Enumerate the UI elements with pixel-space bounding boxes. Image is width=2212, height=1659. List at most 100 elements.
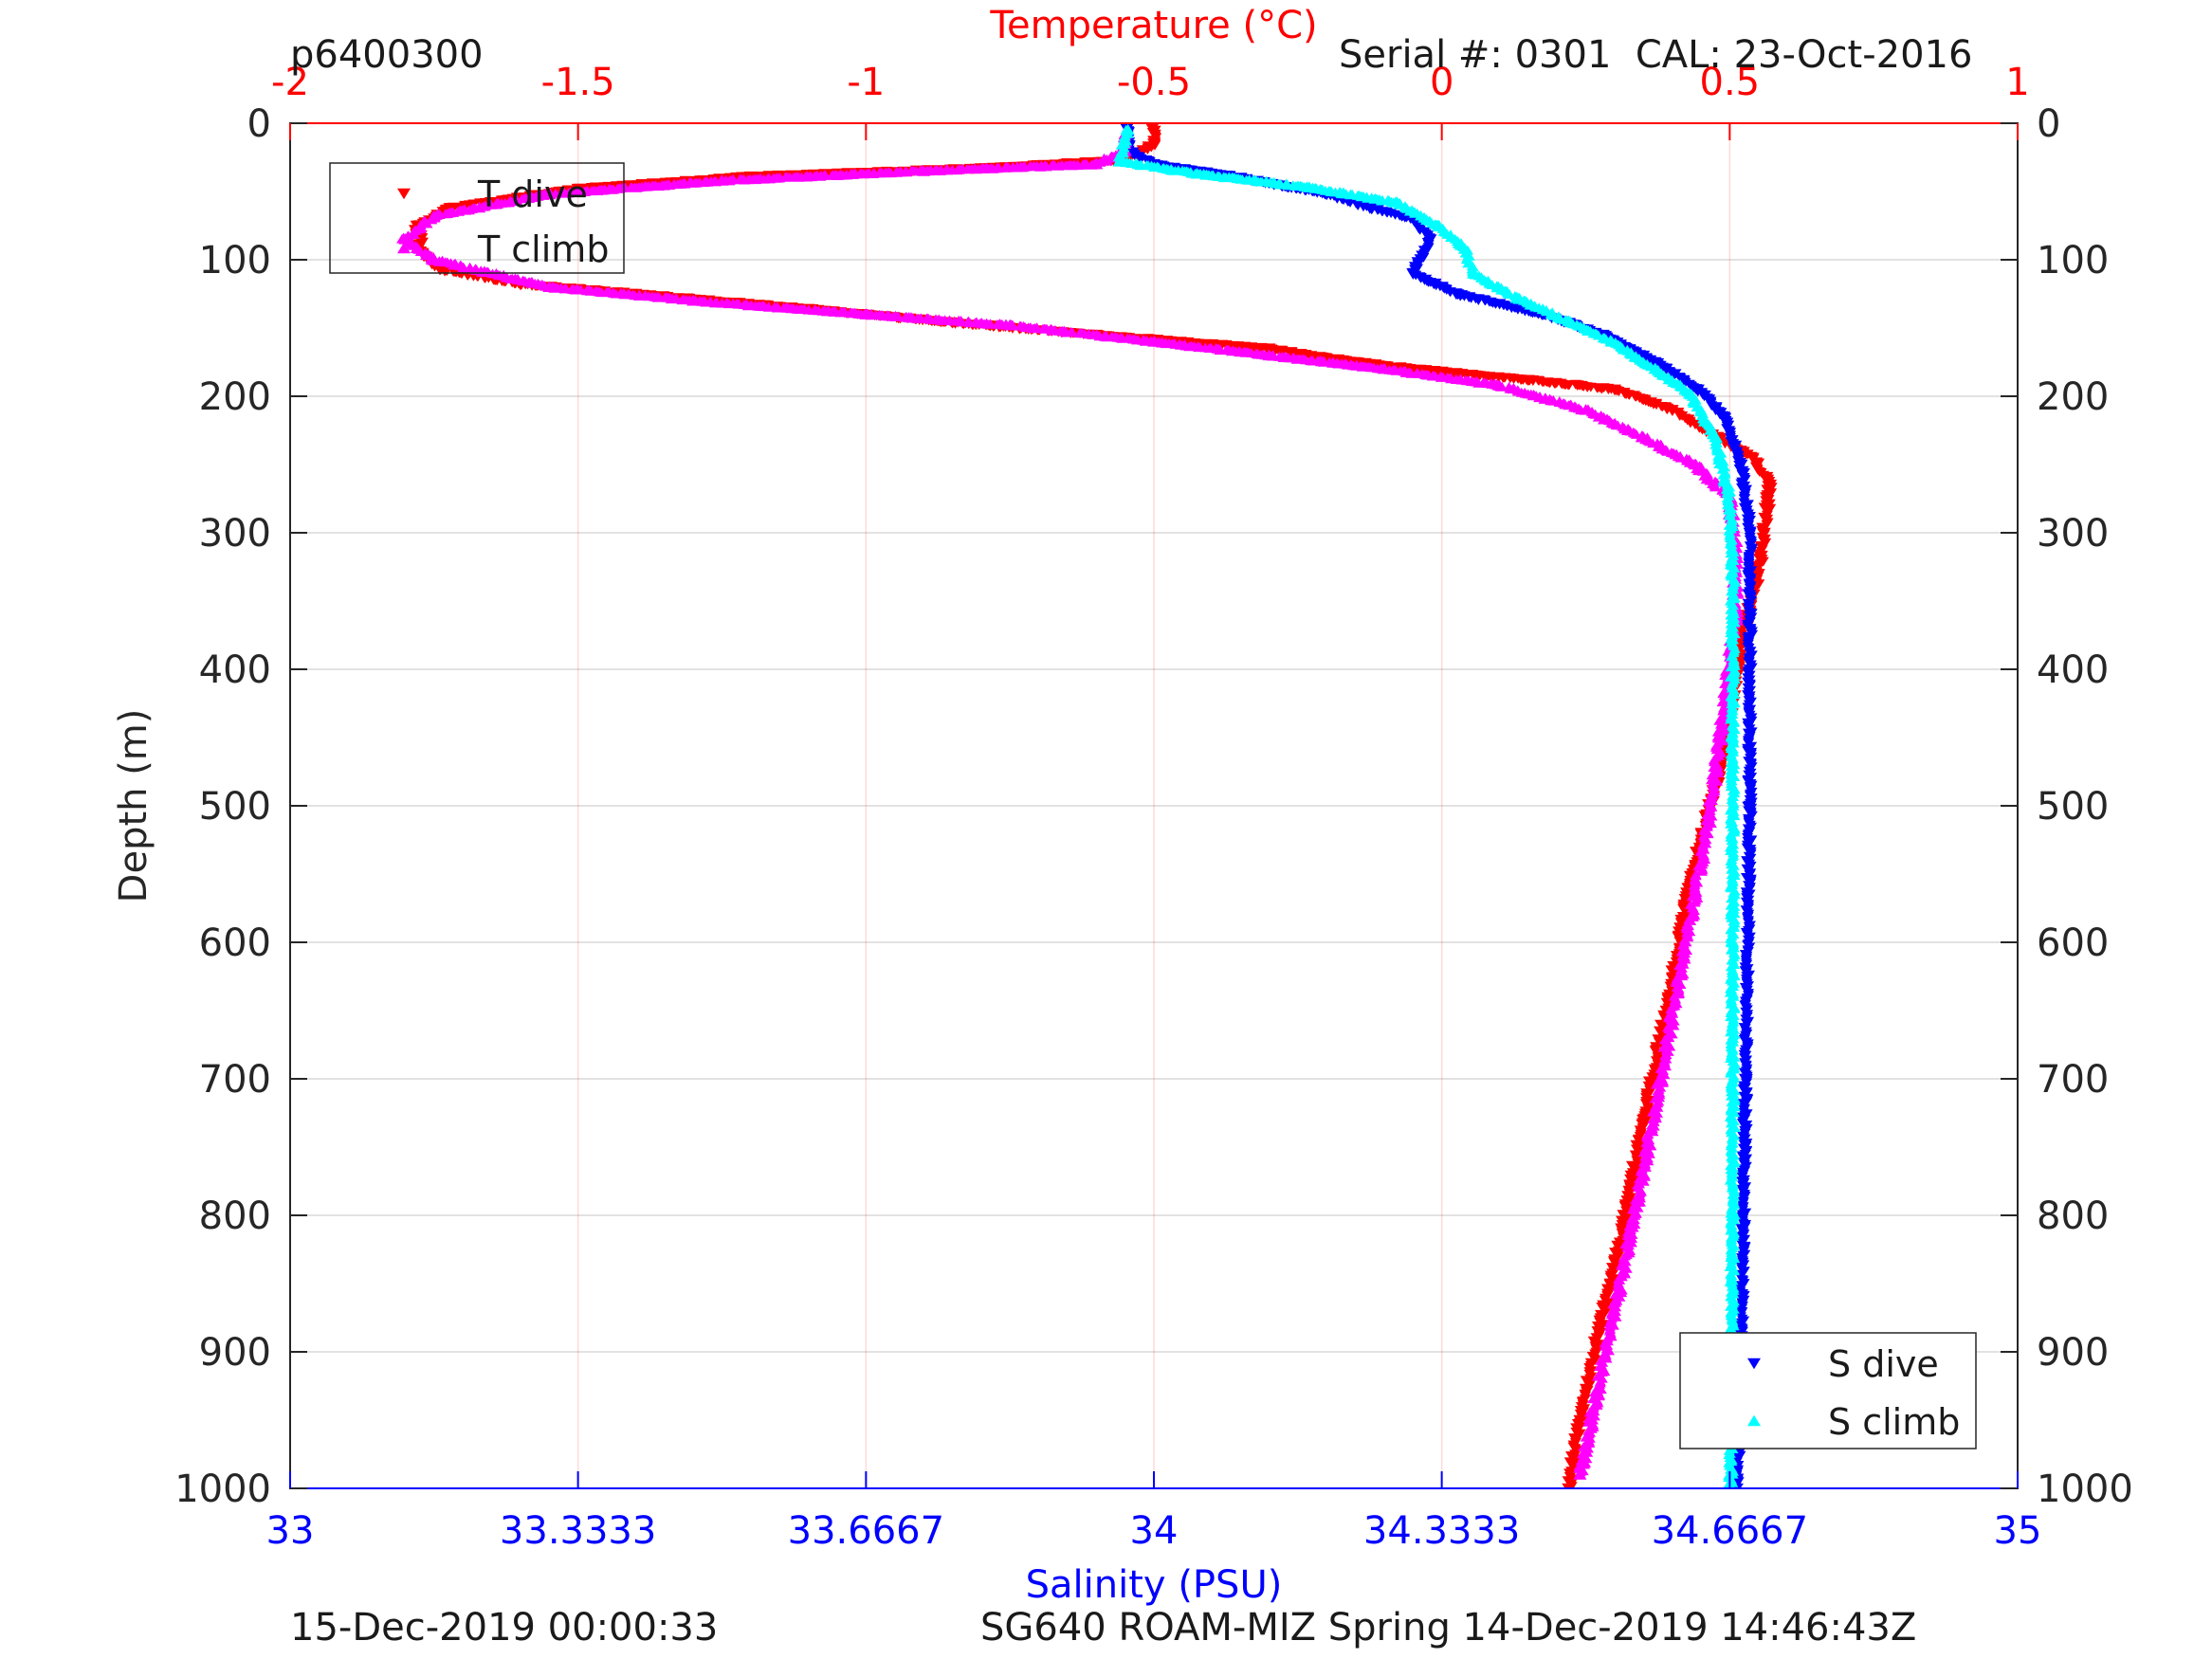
depth-tick-label-right: 300 [2037,512,2109,556]
data-point [1604,336,1618,347]
depth-tick-label-right: 1000 [2037,1468,2133,1511]
temperature-tick-label: 1 [2005,61,2029,104]
legend-box [329,162,625,274]
data-point [1743,800,1757,812]
data-point [1423,234,1437,246]
depth-tick-label-left: 600 [199,921,271,965]
data-point [1458,243,1472,254]
data-point [1432,219,1446,231]
legend-box [1679,1332,1977,1449]
data-point [1665,405,1679,416]
data-point [542,281,557,292]
data-point [1573,1468,1587,1480]
temperature-tick-label: -1.5 [541,61,615,104]
data-point [1573,1414,1587,1427]
legend-marker [1747,1358,1761,1370]
temperature-tick-label: 0 [1430,61,1453,104]
series-s-climb [1112,123,1741,1488]
data-point [1362,203,1377,214]
data-point [1757,527,1771,539]
data-point [1763,480,1777,491]
data-point [1262,349,1276,361]
data-point [1089,157,1104,170]
depth-tick-label-right: 400 [2037,648,2109,692]
data-point [1521,374,1535,386]
temperature-legend: T dive T climb [329,162,625,274]
data-layer [396,123,1778,1488]
depth-tick-label-right: 600 [2037,921,2109,965]
legend-label: T climb [477,228,609,270]
data-point [1147,138,1161,150]
depth-axis-label: Depth (m) [112,709,155,903]
data-point [715,174,729,186]
data-point [1262,343,1276,355]
data-point [1648,356,1662,369]
footer-timestamp: 15-Dec-2019 00:00:33 [290,1606,719,1650]
data-point [1121,123,1135,136]
data-point [1743,664,1757,676]
axes: 0 0 100 100 200 200 300 300 400 400 500 500 600 600 70… [174,61,2133,1553]
data-point [1631,1195,1645,1207]
footer-mission-info: SG640 ROAM-MIZ Spring 14-Dec-2019 14:46:… [980,1606,1917,1650]
profile-id: p6400300 [290,33,484,77]
temperature-tick-label: 0.5 [1700,61,1761,104]
data-point [1389,196,1403,208]
legend-marker [397,188,411,200]
data-point [1303,181,1316,192]
data-point [1700,827,1713,839]
data-point [427,210,441,222]
data-point [1726,554,1740,565]
salinity-tick-label: 35 [1994,1509,2042,1553]
data-point [1726,936,1740,948]
legend-label: T dive [477,173,588,215]
data-point [1746,452,1760,465]
salinity-axis-label: Salinity (PSU) [1026,1563,1283,1607]
data-point [1726,1209,1740,1221]
data-point [1449,288,1463,301]
legend-label: S climb [1828,1401,1960,1443]
legend-marker [1747,1414,1761,1427]
legends: T dive T climb S dive S climb [329,162,1977,1449]
data-point [1682,387,1696,399]
data-point [1648,362,1662,374]
legend-label: S dive [1828,1343,1939,1385]
data-point [398,233,412,245]
salinity-legend: S dive S climb [1679,1332,1977,1449]
depth-tick-label-left: 700 [199,1058,271,1102]
depth-tick-label-left: 100 [199,239,271,283]
series-markers [396,129,1745,1480]
depth-tick-label-right: 0 [2037,102,2060,146]
data-point [1590,1386,1604,1398]
salinity-tick-label: 33 [266,1509,315,1553]
data-point [1751,569,1765,580]
salinity-tick-label: 33.6667 [788,1509,944,1553]
salinity-tick-label: 34.6667 [1652,1509,1808,1553]
depth-tick-label-right: 700 [2037,1058,2109,1102]
temperature-tick-label: -1 [847,61,885,104]
data-point [1492,379,1507,391]
data-point [1688,458,1702,470]
data-point [686,294,701,306]
temperature-tick-label: -2 [271,61,309,104]
depth-tick-label-left: 500 [199,785,271,829]
depth-tick-label-left: 1000 [174,1468,271,1511]
data-point [1377,362,1391,374]
salinity-tick-label: 33.3333 [500,1509,656,1553]
data-point [542,188,557,200]
depth-tick-label-right: 100 [2037,239,2109,283]
data-point [1147,336,1161,347]
data-point [1562,1483,1576,1488]
data-point [1709,430,1723,443]
data-point [1190,168,1204,179]
data-point [1654,1072,1668,1085]
data-point [432,264,447,276]
data-point [1734,459,1748,471]
data-point [1613,1237,1627,1249]
data-point [1676,950,1691,961]
depth-tick-label-left: 200 [199,375,271,419]
depth-tick-label-right: 900 [2037,1331,2109,1375]
depth-tick-label-right: 200 [2037,375,2109,419]
serial-cal-info: Serial #: 0301 CAL: 23-Oct-2016 [1339,33,1973,77]
data-point [1112,155,1126,167]
